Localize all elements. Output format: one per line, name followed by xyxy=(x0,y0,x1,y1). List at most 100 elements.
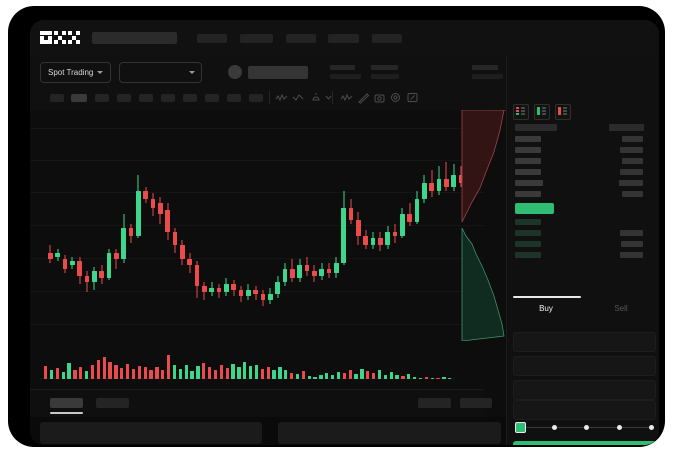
volume-bar xyxy=(313,376,317,379)
chart-tool-button-3[interactable] xyxy=(95,94,109,102)
orderbook-mode-both[interactable] xyxy=(513,104,529,120)
volume-bar xyxy=(108,361,112,379)
nav-item-3[interactable] xyxy=(286,34,316,43)
volume-bar xyxy=(120,368,124,379)
fullscreen-icon[interactable] xyxy=(406,91,419,104)
line-tool-icon[interactable] xyxy=(340,91,353,104)
chart-tool-button-1[interactable] xyxy=(50,94,64,102)
orderbook-bid-row-amount xyxy=(621,241,643,247)
volume-bar xyxy=(331,374,335,379)
volume-bar xyxy=(79,366,83,379)
okx-logo[interactable] xyxy=(40,31,82,45)
submit-order-button[interactable] xyxy=(513,441,659,445)
chevron-down-icon xyxy=(189,71,195,74)
bottom-action-1[interactable] xyxy=(418,398,451,408)
order-amount-slider[interactable] xyxy=(515,422,654,433)
chart-tool-button-10[interactable] xyxy=(249,94,263,102)
candle xyxy=(319,121,324,341)
orderbook-bid-row-amount xyxy=(620,252,643,258)
nav-item-2[interactable] xyxy=(240,34,273,43)
volume-bar xyxy=(213,369,218,379)
bottom-action-2[interactable] xyxy=(460,398,492,408)
candle xyxy=(297,121,302,341)
nav-item-4[interactable] xyxy=(328,34,359,43)
chart-tool-button-5[interactable] xyxy=(139,94,153,102)
volume-bar xyxy=(325,372,329,379)
order-price-field[interactable] xyxy=(513,332,656,352)
candle xyxy=(444,121,449,341)
chart-gridline xyxy=(30,258,484,259)
bottom-panel-left[interactable] xyxy=(40,422,262,444)
candle xyxy=(422,121,427,341)
order-extra-field[interactable] xyxy=(513,400,656,420)
volume-bar xyxy=(295,373,300,379)
orderbook-ask-row[interactable] xyxy=(515,158,541,164)
candle xyxy=(202,121,207,341)
bottom-panel-right[interactable] xyxy=(278,422,501,444)
search-input[interactable] xyxy=(92,32,177,44)
order-amount-field[interactable] xyxy=(513,356,656,376)
orderbook-ask-row-amount xyxy=(622,191,643,197)
volume-bar xyxy=(225,368,229,379)
indicator-icon[interactable] xyxy=(275,91,288,104)
orderbook-bid-row[interactable] xyxy=(515,230,541,236)
candle xyxy=(143,121,148,341)
candle xyxy=(436,121,442,341)
volume-bar xyxy=(161,370,165,379)
candlestick-chart[interactable] xyxy=(30,110,484,341)
chart-tool-button-6[interactable] xyxy=(161,94,175,102)
candle xyxy=(158,121,163,341)
tab-order-history[interactable] xyxy=(96,398,129,408)
orderbook-ask-row-amount xyxy=(622,158,643,164)
orderbook-selected-price[interactable] xyxy=(515,203,554,214)
orderbook-mode-bids[interactable] xyxy=(534,104,550,120)
alert-icon[interactable] xyxy=(309,91,322,104)
tab-buy[interactable]: Buy xyxy=(539,304,553,313)
nav-item-5[interactable] xyxy=(372,34,402,43)
orderbook-ask-row[interactable] xyxy=(515,180,543,186)
orderbook-ask-row[interactable] xyxy=(515,136,541,142)
slider-stop-25[interactable] xyxy=(551,424,557,430)
orderbook-bid-row[interactable] xyxy=(515,219,541,225)
volume-bar xyxy=(266,367,270,379)
camera-icon[interactable] xyxy=(373,91,386,104)
stat-2 xyxy=(371,65,399,79)
slider-handle[interactable] xyxy=(515,422,526,433)
app-screen: Spot Trading xyxy=(30,20,659,445)
stat-label xyxy=(472,65,498,70)
order-total-field[interactable] xyxy=(513,380,656,400)
chevron-down-icon[interactable] xyxy=(322,91,335,104)
orderbook-bid-row[interactable] xyxy=(515,252,541,258)
slider-stop-50[interactable] xyxy=(584,424,589,430)
candle xyxy=(363,121,368,341)
tab-open-orders[interactable] xyxy=(50,398,83,408)
orderbook-ask-row[interactable] xyxy=(515,147,541,153)
magnet-icon[interactable] xyxy=(357,91,370,104)
volume-bar xyxy=(383,374,387,379)
candle xyxy=(275,121,280,341)
orderbook-ask-row[interactable] xyxy=(515,169,541,175)
orderbook-ask-row-amount xyxy=(620,169,643,175)
trading-mode-selector[interactable]: Spot Trading xyxy=(40,62,112,83)
chart-tool-button-7[interactable] xyxy=(183,94,197,102)
volume-bar xyxy=(202,363,206,379)
compare-icon[interactable] xyxy=(292,91,305,104)
orderbook-bid-row[interactable] xyxy=(515,241,541,247)
slider-stop-75[interactable] xyxy=(616,424,622,430)
chart-tool-button-9[interactable] xyxy=(227,94,241,102)
tab-sell[interactable]: Sell xyxy=(614,304,628,313)
pair-selector[interactable] xyxy=(119,62,202,83)
settings-icon[interactable] xyxy=(389,91,402,104)
candle xyxy=(312,121,317,341)
slider-stop-100[interactable] xyxy=(649,424,654,430)
nav-item-1[interactable] xyxy=(197,34,227,43)
volume-bar xyxy=(167,354,171,379)
chart-tool-button-8[interactable] xyxy=(205,94,219,102)
chart-tool-button-2[interactable] xyxy=(71,94,87,102)
candle xyxy=(150,121,156,341)
candle xyxy=(136,121,141,341)
volume-bar xyxy=(85,371,89,379)
orderbook-ask-row[interactable] xyxy=(515,191,541,197)
chart-tool-button-4[interactable] xyxy=(117,94,131,102)
orderbook-mode-asks[interactable] xyxy=(555,104,571,120)
